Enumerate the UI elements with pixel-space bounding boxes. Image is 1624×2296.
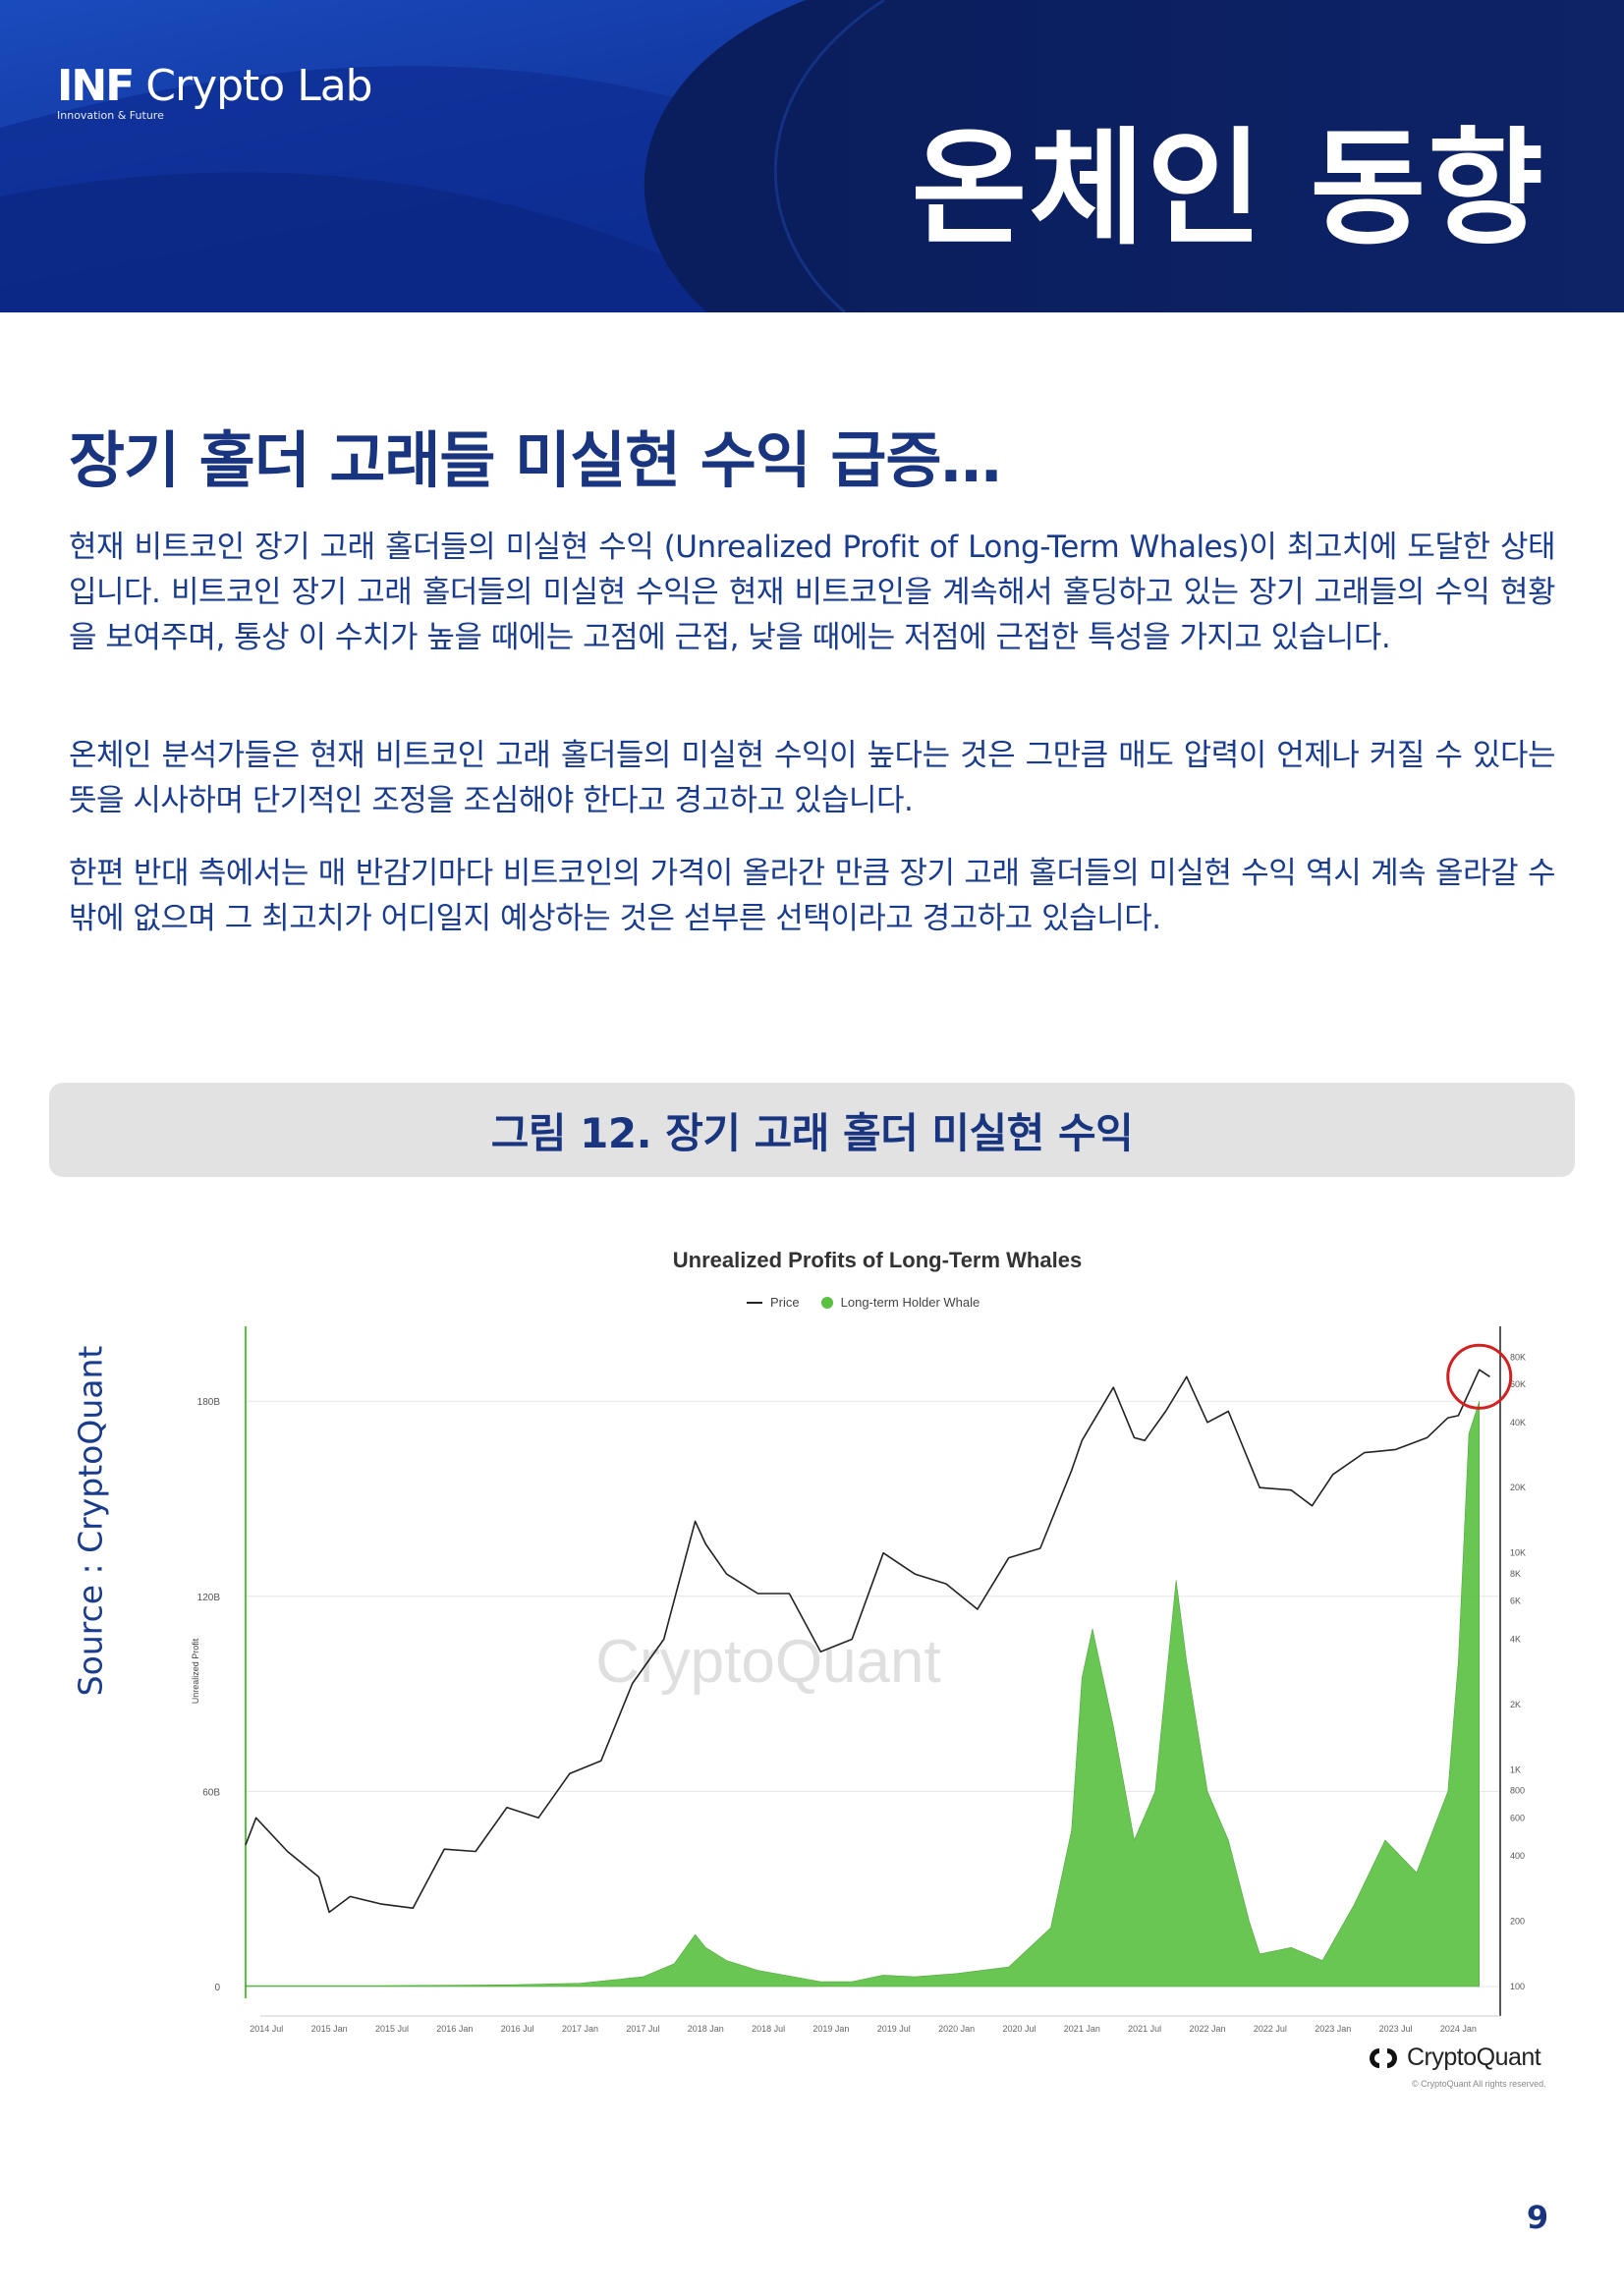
brand-copyright: © CryptoQuant All rights reserved. (1412, 2079, 1546, 2089)
y-right-tick-label: 80K (1510, 1352, 1526, 1362)
x-tick-label: 2020 Jan (938, 2024, 975, 2034)
y-right-tick-label: 20K (1510, 1483, 1526, 1492)
x-tick-label: 2018 Jul (752, 2024, 785, 2034)
x-tick-label: 2022 Jul (1254, 2024, 1287, 2034)
y-left-tick-label: 120B (197, 1593, 221, 1603)
chart-legend: Price Long-term Holder Whale (747, 1295, 980, 1310)
y-right-tick-label: 40K (1510, 1418, 1526, 1428)
article-title: 장기 홀더 고래들 미실현 수익 급증… (69, 424, 1001, 496)
x-tick-label: 2023 Jan (1315, 2024, 1351, 2034)
highlight-circle-annotation (1446, 1343, 1513, 1410)
legend-item-price: Price (747, 1295, 800, 1310)
x-tick-label: 2022 Jan (1190, 2024, 1226, 2034)
legend-item-whale: Long-term Holder Whale (820, 1295, 980, 1310)
figure-source: Source : CryptoQuant (71, 1345, 110, 1697)
chart-title: Unrealized Profits of Long-Term Whales (672, 1248, 1083, 1272)
brand-name: CryptoQuant (1407, 2044, 1541, 2071)
legend-dot-swatch (820, 1296, 833, 1309)
series-long-term-holder-whale-area (245, 1401, 1481, 1988)
y-axis-title: Unrealized Profit (191, 1638, 200, 1704)
y-right-tick-label: 8K (1510, 1569, 1521, 1579)
y-right-tick-label: 6K (1510, 1596, 1521, 1606)
figure-caption: 그림 12. 장기 고래 홀더 미실현 수익 (490, 1108, 1134, 1157)
x-tick-label: 2014 Jul (250, 2024, 283, 2034)
cryptoquant-logo-icon (1370, 2047, 1397, 2068)
x-tick-label: 2016 Jan (436, 2024, 473, 2034)
x-tick-label: 2019 Jul (877, 2024, 911, 2034)
y-left-tick-label: 60B (202, 1787, 220, 1798)
y-right-tick-label: 2K (1510, 1700, 1521, 1709)
legend-label-price: Price (770, 1295, 800, 1310)
y-left-tick-label: 180B (197, 1397, 221, 1408)
x-tick-label: 2018 Jan (688, 2024, 724, 2034)
y-right-tick-label: 4K (1510, 1634, 1521, 1644)
x-tick-label: 2020 Jul (1002, 2024, 1036, 2034)
x-tick-label: 2023 Jul (1379, 2024, 1413, 2034)
inf-crypto-lab-logo: INF Crypto Lab Innovation & Future (57, 61, 373, 122)
figure-caption-box: 그림 12. 장기 고래 홀더 미실현 수익 (49, 1083, 1575, 1177)
logo-crypto-lab: Crypto Lab (145, 61, 372, 111)
legend-label-whale: Long-term Holder Whale (840, 1295, 980, 1310)
paragraph-2: 온체인 분석가들은 현재 비트코인 고래 홀더들의 미실현 수익이 높다는 것은… (69, 738, 1556, 818)
x-tick-label: 2017 Jul (626, 2024, 659, 2034)
y-right-tick-label: 60K (1510, 1379, 1526, 1389)
logo-tagline: Innovation & Future (57, 109, 164, 122)
header-background (0, 0, 1624, 312)
y-right-tick-label: 100 (1510, 1982, 1525, 1991)
y-right-tick-label: 400 (1510, 1851, 1525, 1861)
chart-watermark: CryptoQuant (595, 1628, 941, 1696)
paragraph-3: 한편 반대 측에서는 매 반감기마다 비트코인의 가격이 올라간 만큼 장기 고… (69, 856, 1556, 936)
y-right-tick-label: 10K (1510, 1548, 1526, 1558)
y-right-tick-label: 800 (1510, 1786, 1525, 1796)
y-right-tick-label: 200 (1510, 1917, 1525, 1927)
page-header: INF Crypto Lab Innovation & Future 온체인 동… (0, 0, 1624, 312)
x-tick-label: 2019 Jan (812, 2024, 849, 2034)
series-price-line (245, 1369, 1490, 1914)
cryptoquant-brand: CryptoQuant (1368, 2044, 1541, 2072)
x-tick-label: 2021 Jul (1128, 2024, 1161, 2034)
y-right-tick-label: 1K (1510, 1764, 1521, 1774)
x-tick-label: 2015 Jul (375, 2024, 409, 2034)
page-title: 온체인 동향 (911, 116, 1545, 262)
x-tick-label: 2016 Jul (501, 2024, 534, 2034)
logo-inf: INF (57, 61, 135, 111)
page-number: 9 (1526, 2199, 1549, 2236)
x-tick-label: 2015 Jan (311, 2024, 348, 2034)
chart-plot: 0 60B 120B 180B 100 200 400 600 800 1K 2K 4K 6K 8K 10K… (191, 1326, 1526, 2034)
y-right-tick-label: 600 (1510, 1813, 1525, 1822)
paragraph-1: 현재 비트코인 장기 고래 홀더들의 미실현 수익 (Unrealized Pr… (69, 530, 1556, 655)
x-tick-label: 2024 Jan (1440, 2024, 1477, 2034)
y-left-tick-label: 0 (214, 1983, 220, 1993)
x-tick-label: 2021 Jan (1064, 2024, 1100, 2034)
legend-line-swatch (747, 1301, 762, 1304)
x-tick-label: 2017 Jan (562, 2024, 598, 2034)
